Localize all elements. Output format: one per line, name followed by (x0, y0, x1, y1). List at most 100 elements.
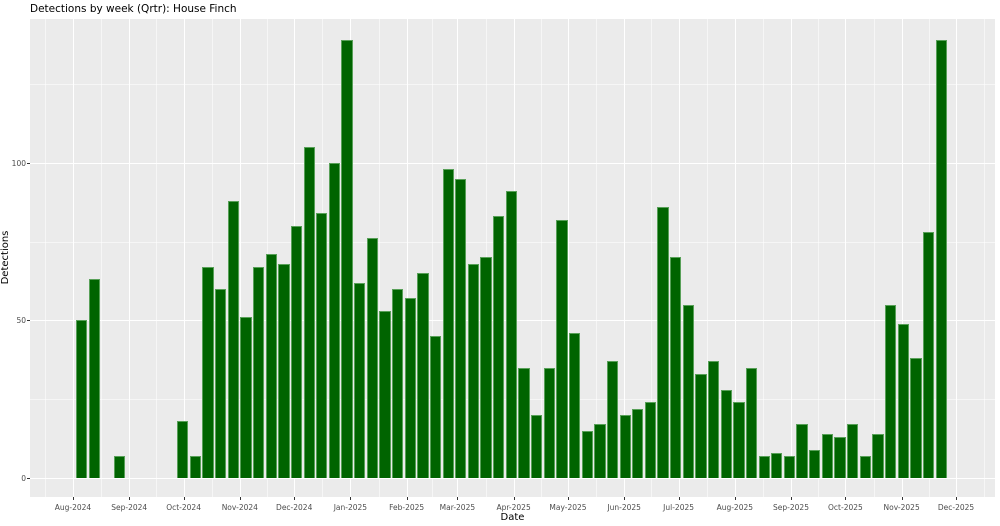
bar (568, 333, 581, 478)
x-gridline-minor (984, 19, 986, 497)
bar (467, 263, 480, 478)
x-tick-label: Dec-2025 (937, 503, 975, 512)
bar (290, 225, 303, 478)
y-tick-mark (27, 320, 30, 322)
bar (745, 367, 758, 478)
x-tick-mark (791, 497, 793, 500)
y-tick-label: 0 (21, 474, 26, 483)
bar (341, 39, 353, 478)
x-gridline-major (845, 19, 847, 497)
x-tick-mark (624, 497, 626, 500)
x-gridline-major (239, 19, 241, 497)
x-gridline-major (624, 19, 626, 497)
bar (113, 455, 126, 478)
x-tick-mark (734, 497, 736, 500)
x-tick-label: Mar-2025 (439, 503, 476, 512)
x-gridline-minor (651, 19, 653, 497)
bar (88, 279, 100, 478)
bar (733, 402, 745, 478)
bar (215, 288, 227, 478)
bar (379, 310, 391, 478)
bar (657, 206, 669, 478)
bar (392, 288, 404, 478)
bar (202, 266, 214, 478)
bar (834, 437, 846, 478)
bar (278, 263, 290, 478)
bar (872, 433, 884, 478)
x-tick-mark (350, 497, 352, 500)
x-tick-label: Aug-2024 (54, 503, 92, 512)
bar (76, 320, 88, 478)
x-tick-label: Apr-2025 (496, 503, 531, 512)
x-gridline-minor (706, 19, 708, 497)
x-tick-label: Sep-2025 (773, 503, 809, 512)
x-tick-label: Jul-2025 (663, 503, 695, 512)
x-tick-mark (406, 497, 408, 500)
x-tick-mark (845, 497, 847, 500)
y-gridline-major (30, 162, 995, 164)
x-tick-mark (457, 497, 459, 500)
y-gridline-minor (30, 84, 995, 85)
bar (366, 238, 379, 478)
x-gridline-major (183, 19, 185, 497)
chart-title: Detections by week (Qrtr): House Finch (30, 3, 237, 15)
x-gridline-minor (432, 19, 433, 497)
bar (821, 433, 834, 478)
x-gridline-minor (596, 19, 598, 497)
bar (884, 304, 897, 478)
y-gridline-major (30, 478, 995, 479)
bar (505, 191, 518, 478)
bar (922, 232, 935, 478)
bar (783, 455, 796, 478)
bar (708, 361, 720, 478)
bar (240, 317, 252, 478)
x-tick-label: Feb-2025 (389, 503, 425, 512)
bar (252, 266, 265, 478)
x-tick-label: Dec-2024 (276, 503, 313, 512)
x-gridline-major (956, 19, 958, 497)
bar (771, 452, 783, 478)
x-tick-label: Nov-2025 (883, 503, 920, 512)
x-tick-label: Nov-2024 (221, 503, 258, 512)
x-gridline-minor (211, 19, 213, 497)
x-tick-label: May-2025 (549, 503, 587, 512)
bar (404, 298, 416, 478)
x-tick-mark (183, 497, 185, 500)
bar (594, 424, 606, 478)
x-tick-mark (73, 497, 74, 500)
bar (493, 216, 505, 478)
bar (619, 414, 631, 478)
bar (720, 389, 732, 478)
bar (682, 304, 695, 478)
x-gridline-minor (101, 19, 103, 497)
x-gridline-major (568, 19, 569, 497)
bar (632, 408, 644, 478)
x-gridline-minor (156, 19, 158, 497)
x-gridline-minor (873, 19, 875, 497)
bar (897, 323, 909, 478)
bar (859, 455, 871, 478)
x-tick-label: Oct-2025 (828, 503, 863, 512)
x-gridline-minor (378, 19, 380, 497)
x-tick-mark (901, 497, 903, 500)
bar (354, 282, 366, 478)
bar (758, 455, 770, 478)
y-axis-title: Detections (0, 230, 11, 285)
y-tick-label: 100 (11, 158, 26, 168)
bar (531, 414, 543, 478)
bar (847, 424, 859, 478)
x-gridline-major (791, 19, 793, 497)
x-gridline-minor (762, 19, 764, 497)
bar (809, 449, 821, 478)
bar (695, 373, 707, 478)
x-gridline-major (901, 19, 903, 497)
bar (417, 273, 429, 478)
x-axis-title: Date (500, 512, 525, 523)
x-tick-label: Oct-2024 (166, 503, 201, 512)
bar (227, 200, 239, 478)
bar (189, 455, 202, 478)
bar (644, 402, 657, 478)
plot-panel (30, 19, 995, 497)
x-gridline-major (406, 19, 408, 497)
bar (265, 254, 277, 478)
